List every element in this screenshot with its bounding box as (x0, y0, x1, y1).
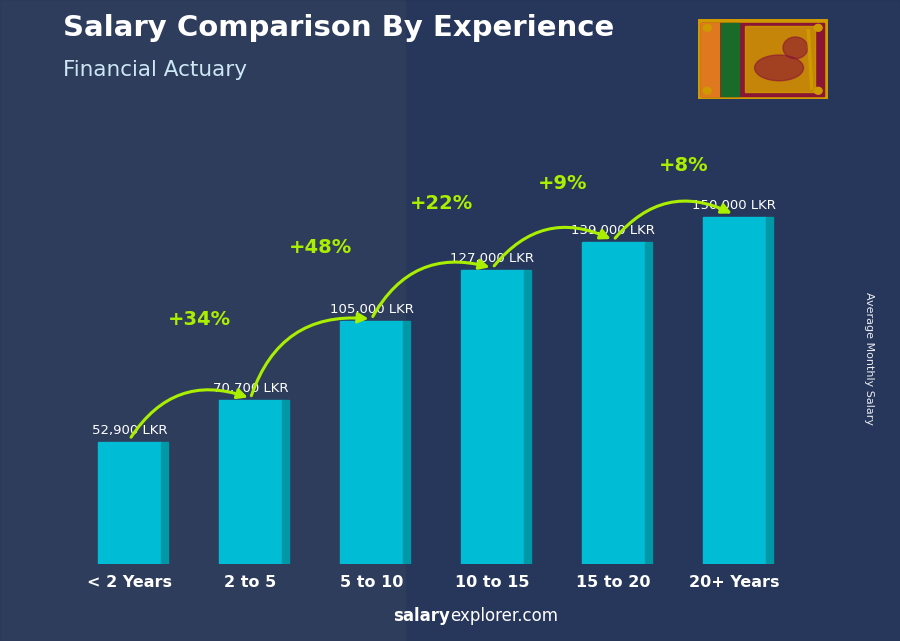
Text: +22%: +22% (410, 194, 473, 213)
Bar (219, 401, 282, 564)
Text: Average Monthly Salary: Average Monthly Salary (863, 292, 874, 426)
Text: explorer.com: explorer.com (450, 607, 558, 625)
Bar (461, 270, 524, 564)
Text: 139,000 LKR: 139,000 LKR (572, 224, 655, 237)
Text: +48%: +48% (289, 238, 352, 257)
Text: 150,000 LKR: 150,000 LKR (692, 199, 777, 212)
Circle shape (783, 37, 808, 59)
Bar (701, 22, 719, 96)
Text: +9%: +9% (538, 174, 588, 193)
Text: 105,000 LKR: 105,000 LKR (329, 303, 413, 316)
Text: 70,700 LKR: 70,700 LKR (212, 383, 288, 395)
Bar (582, 242, 644, 564)
Text: +34%: +34% (168, 310, 231, 329)
Text: 127,000 LKR: 127,000 LKR (450, 252, 535, 265)
Text: 52,900 LKR: 52,900 LKR (92, 424, 167, 437)
Bar (340, 321, 403, 564)
Polygon shape (524, 270, 531, 564)
Polygon shape (766, 217, 773, 564)
Circle shape (704, 87, 711, 94)
Text: Financial Actuary: Financial Actuary (63, 60, 247, 80)
Text: +8%: +8% (659, 156, 708, 175)
Text: Salary Comparison By Experience: Salary Comparison By Experience (63, 13, 614, 42)
Bar (721, 22, 739, 96)
Bar (405, 0, 900, 641)
Bar (98, 442, 161, 564)
Ellipse shape (754, 55, 804, 81)
Polygon shape (282, 401, 289, 564)
Polygon shape (745, 26, 815, 92)
Bar (0, 0, 405, 641)
FancyBboxPatch shape (698, 19, 828, 99)
Circle shape (704, 24, 711, 31)
Polygon shape (161, 442, 168, 564)
Text: salary: salary (393, 607, 450, 625)
Bar (703, 217, 766, 564)
Polygon shape (644, 242, 652, 564)
Circle shape (814, 87, 822, 94)
Polygon shape (403, 321, 410, 564)
Circle shape (814, 24, 822, 31)
